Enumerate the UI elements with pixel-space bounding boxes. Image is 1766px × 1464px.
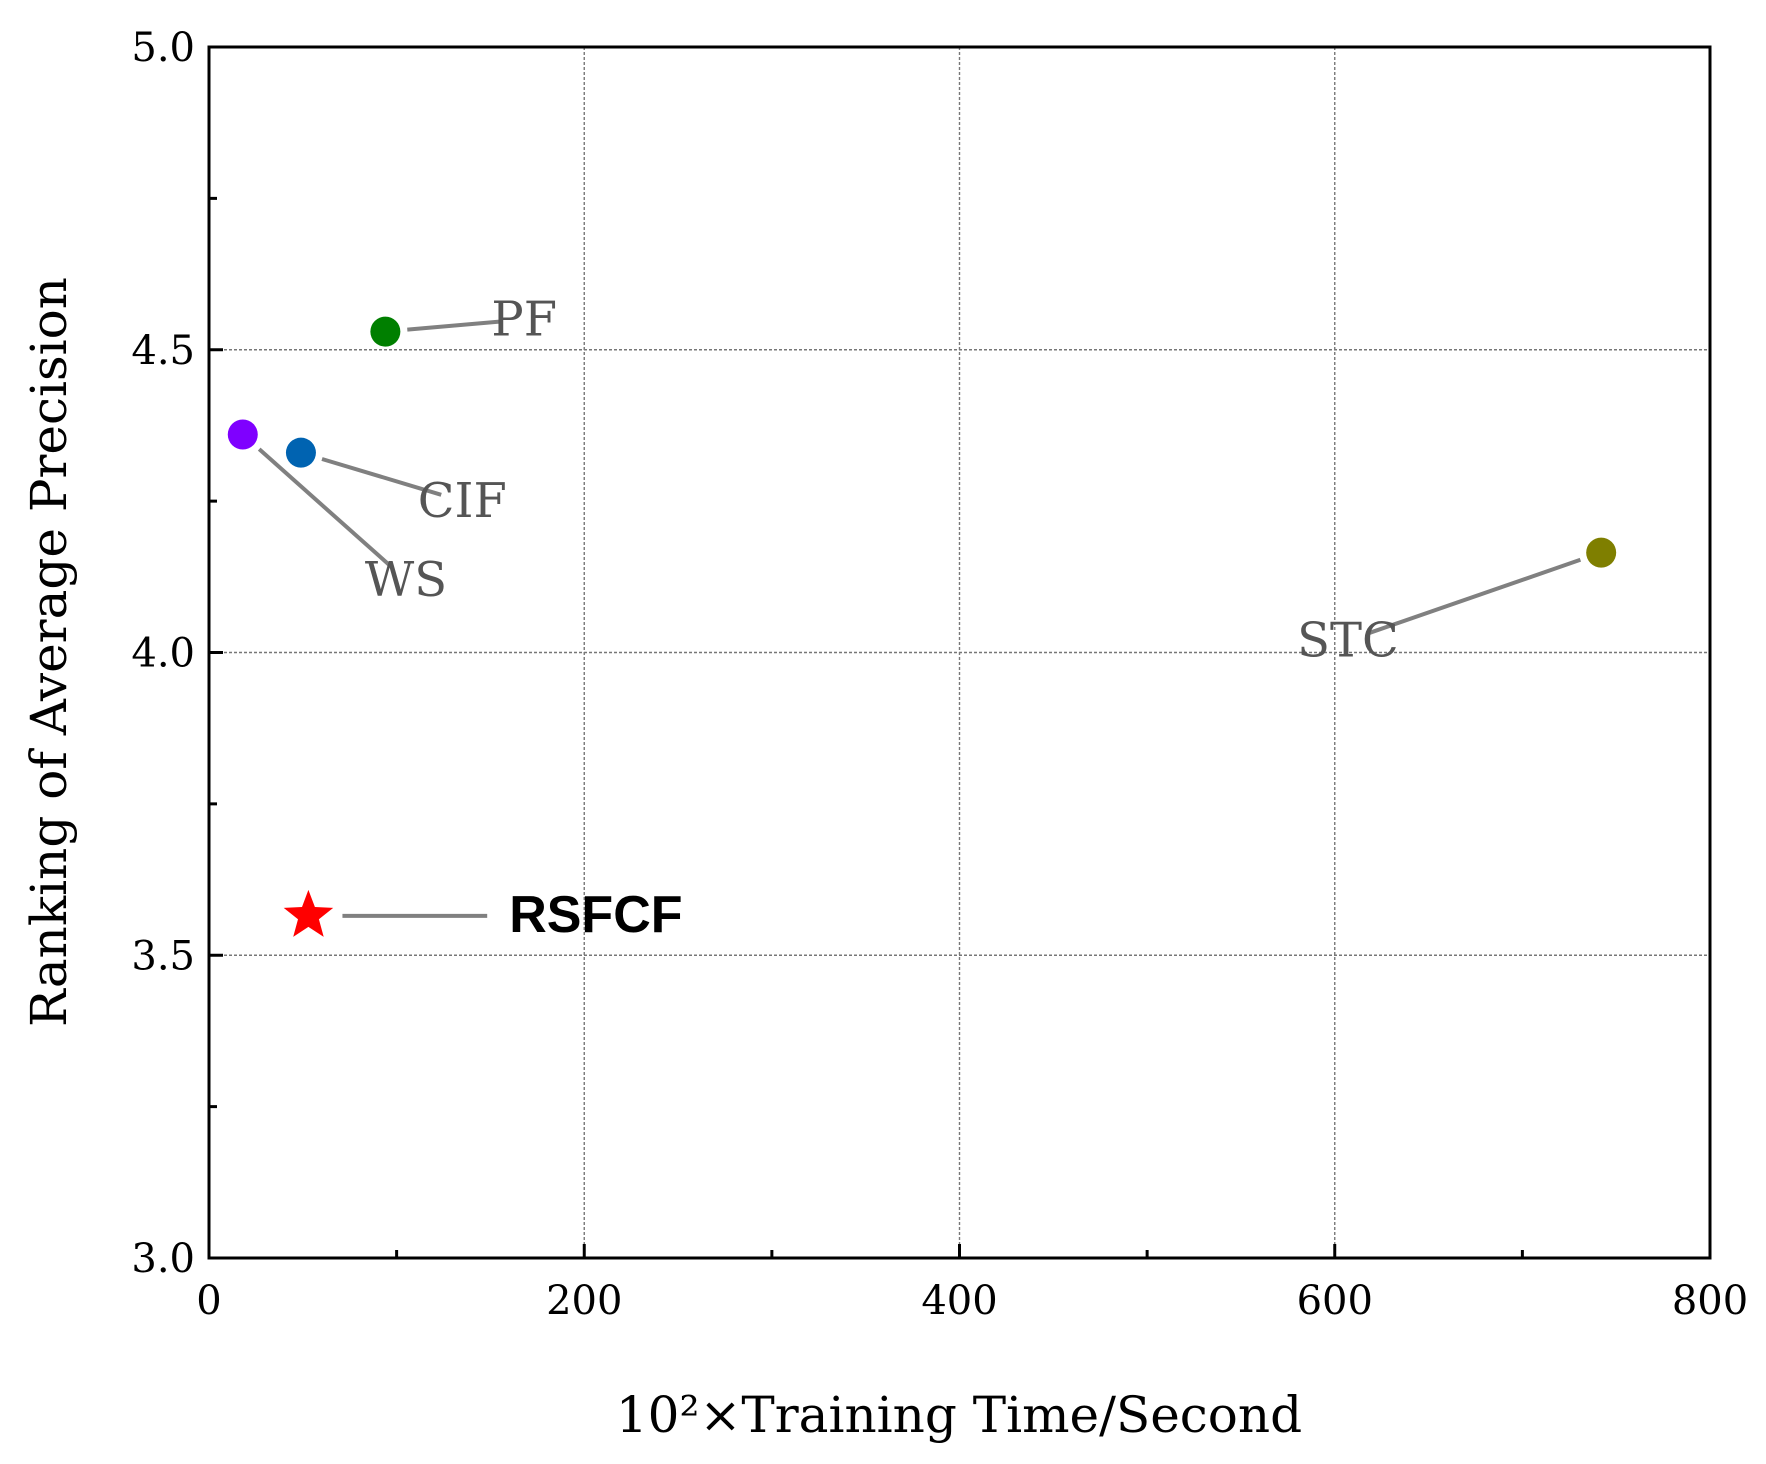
- x-tick-label: 800: [1672, 1278, 1748, 1324]
- x-axis-title: 10²×Training Time/Second: [616, 1386, 1302, 1444]
- leader-line: [259, 449, 389, 565]
- x-tick-label: 0: [196, 1278, 221, 1324]
- point-label: RSFCF: [509, 886, 682, 944]
- star-point: [284, 890, 334, 937]
- point-label: WS: [365, 552, 447, 608]
- y-tick-label: 3.5: [131, 933, 195, 979]
- x-tick-label: 200: [546, 1278, 622, 1324]
- circle-point: [370, 317, 400, 347]
- point-label: PF: [491, 291, 557, 347]
- x-tick-label: 600: [1297, 1278, 1373, 1324]
- data-points: [228, 317, 1616, 937]
- circle-point: [1586, 538, 1616, 568]
- circle-point: [228, 420, 258, 450]
- y-tick-label: 3.0: [131, 1236, 195, 1282]
- axis-ticks: 0 200 400 600 800 3.0 3.5 4.0 4.5 5.0: [131, 25, 1748, 1324]
- y-tick-label: 4.5: [131, 328, 195, 374]
- leader-line: [407, 321, 502, 329]
- point-label: STC: [1297, 612, 1399, 668]
- leader-line: [1369, 560, 1581, 633]
- y-tick-label: 4.0: [131, 631, 195, 677]
- point-label: CIF: [418, 473, 507, 529]
- point-labels: PF CIF WS STC RSFCF: [365, 291, 1399, 943]
- grid-lines: [209, 47, 1710, 1258]
- y-tick-label: 5.0: [131, 25, 195, 71]
- circle-point: [286, 438, 316, 468]
- y-axis-title: Ranking of Average Precision: [20, 277, 78, 1027]
- x-tick-label: 400: [921, 1278, 997, 1324]
